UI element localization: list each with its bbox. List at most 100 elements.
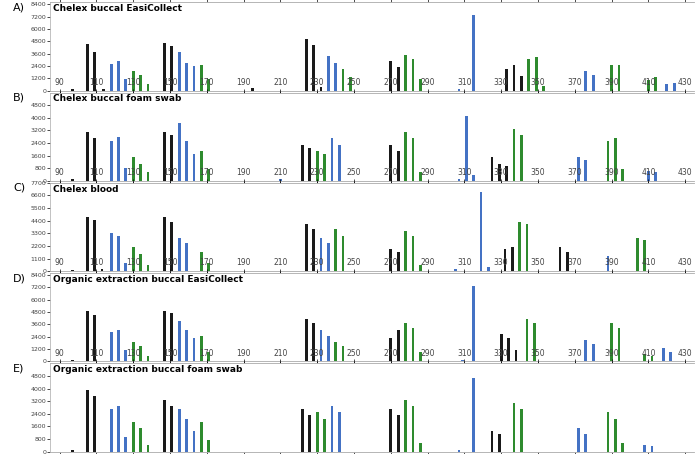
Bar xyxy=(93,315,96,361)
Bar xyxy=(163,311,166,361)
Bar xyxy=(319,238,322,271)
Bar xyxy=(312,229,315,271)
Text: D): D) xyxy=(13,273,26,283)
Bar xyxy=(404,231,407,271)
Bar xyxy=(163,217,166,271)
Bar xyxy=(584,434,587,452)
Bar xyxy=(526,319,528,361)
Bar xyxy=(323,154,326,181)
Bar xyxy=(319,87,322,91)
Bar xyxy=(132,247,134,271)
Bar xyxy=(186,330,188,361)
Bar xyxy=(465,116,468,181)
Bar xyxy=(419,443,421,452)
Bar xyxy=(316,412,318,452)
Bar xyxy=(458,89,461,91)
Bar xyxy=(163,400,166,452)
Bar xyxy=(617,65,620,91)
Bar xyxy=(606,257,609,271)
Bar xyxy=(132,157,134,181)
Bar xyxy=(520,135,523,181)
Bar xyxy=(397,67,400,91)
Bar xyxy=(389,338,392,361)
Bar xyxy=(110,409,113,452)
Bar xyxy=(511,247,514,271)
Bar xyxy=(125,350,127,361)
Bar xyxy=(666,84,668,91)
Bar xyxy=(617,327,620,361)
Bar xyxy=(178,409,181,452)
Bar xyxy=(193,154,195,181)
Text: Organic extraction buccal foam swab: Organic extraction buccal foam swab xyxy=(53,365,242,374)
Bar xyxy=(673,83,675,91)
Bar xyxy=(651,446,654,452)
Bar xyxy=(526,224,528,271)
Bar xyxy=(614,419,617,452)
Bar xyxy=(505,69,508,91)
Bar xyxy=(186,419,188,452)
Bar xyxy=(139,428,142,452)
Bar xyxy=(200,252,203,271)
Bar xyxy=(193,66,195,91)
Bar xyxy=(110,332,113,361)
Bar xyxy=(117,61,120,91)
Text: Chelex blood: Chelex blood xyxy=(53,184,118,193)
Bar xyxy=(207,440,210,452)
Bar xyxy=(643,444,646,452)
Bar xyxy=(146,356,149,361)
Bar xyxy=(319,330,322,361)
Bar xyxy=(584,71,587,91)
Bar xyxy=(171,406,173,452)
Bar xyxy=(473,15,475,91)
Bar xyxy=(389,145,392,181)
Bar xyxy=(171,313,173,361)
Bar xyxy=(419,172,421,181)
Bar xyxy=(71,89,74,91)
Bar xyxy=(316,151,318,181)
Bar xyxy=(654,77,657,91)
Bar xyxy=(473,286,475,361)
Bar xyxy=(397,330,400,361)
Bar xyxy=(491,157,494,181)
Bar xyxy=(610,65,613,91)
Bar xyxy=(498,434,500,452)
Bar xyxy=(146,265,149,271)
Bar xyxy=(491,431,494,452)
Bar xyxy=(542,85,545,91)
Bar xyxy=(86,44,89,91)
Bar xyxy=(412,138,414,181)
Bar xyxy=(125,437,127,452)
Bar xyxy=(404,323,407,361)
Bar xyxy=(500,334,503,361)
Bar xyxy=(139,254,142,271)
Bar xyxy=(647,171,650,181)
Bar xyxy=(498,163,500,181)
Bar xyxy=(301,145,304,181)
Bar xyxy=(178,321,181,361)
Bar xyxy=(412,236,414,271)
Bar xyxy=(342,236,344,271)
Bar xyxy=(93,396,96,452)
Bar xyxy=(86,390,89,452)
Bar xyxy=(71,450,74,452)
Bar xyxy=(193,338,195,361)
Bar xyxy=(178,52,181,91)
Bar xyxy=(535,57,538,91)
Bar xyxy=(146,444,149,452)
Bar xyxy=(171,46,173,91)
Text: Organic extraction buccal EasiCollect: Organic extraction buccal EasiCollect xyxy=(53,275,243,284)
Bar xyxy=(117,330,120,361)
Bar xyxy=(454,269,456,271)
Bar xyxy=(643,354,646,361)
Bar xyxy=(301,409,304,452)
Bar xyxy=(93,138,96,181)
Bar xyxy=(146,172,149,181)
Bar xyxy=(514,350,517,361)
Bar xyxy=(200,65,203,91)
Bar xyxy=(193,431,195,452)
Bar xyxy=(473,378,475,452)
Bar xyxy=(520,76,523,91)
Bar xyxy=(279,179,282,181)
Bar xyxy=(480,192,482,271)
Bar xyxy=(505,166,508,181)
